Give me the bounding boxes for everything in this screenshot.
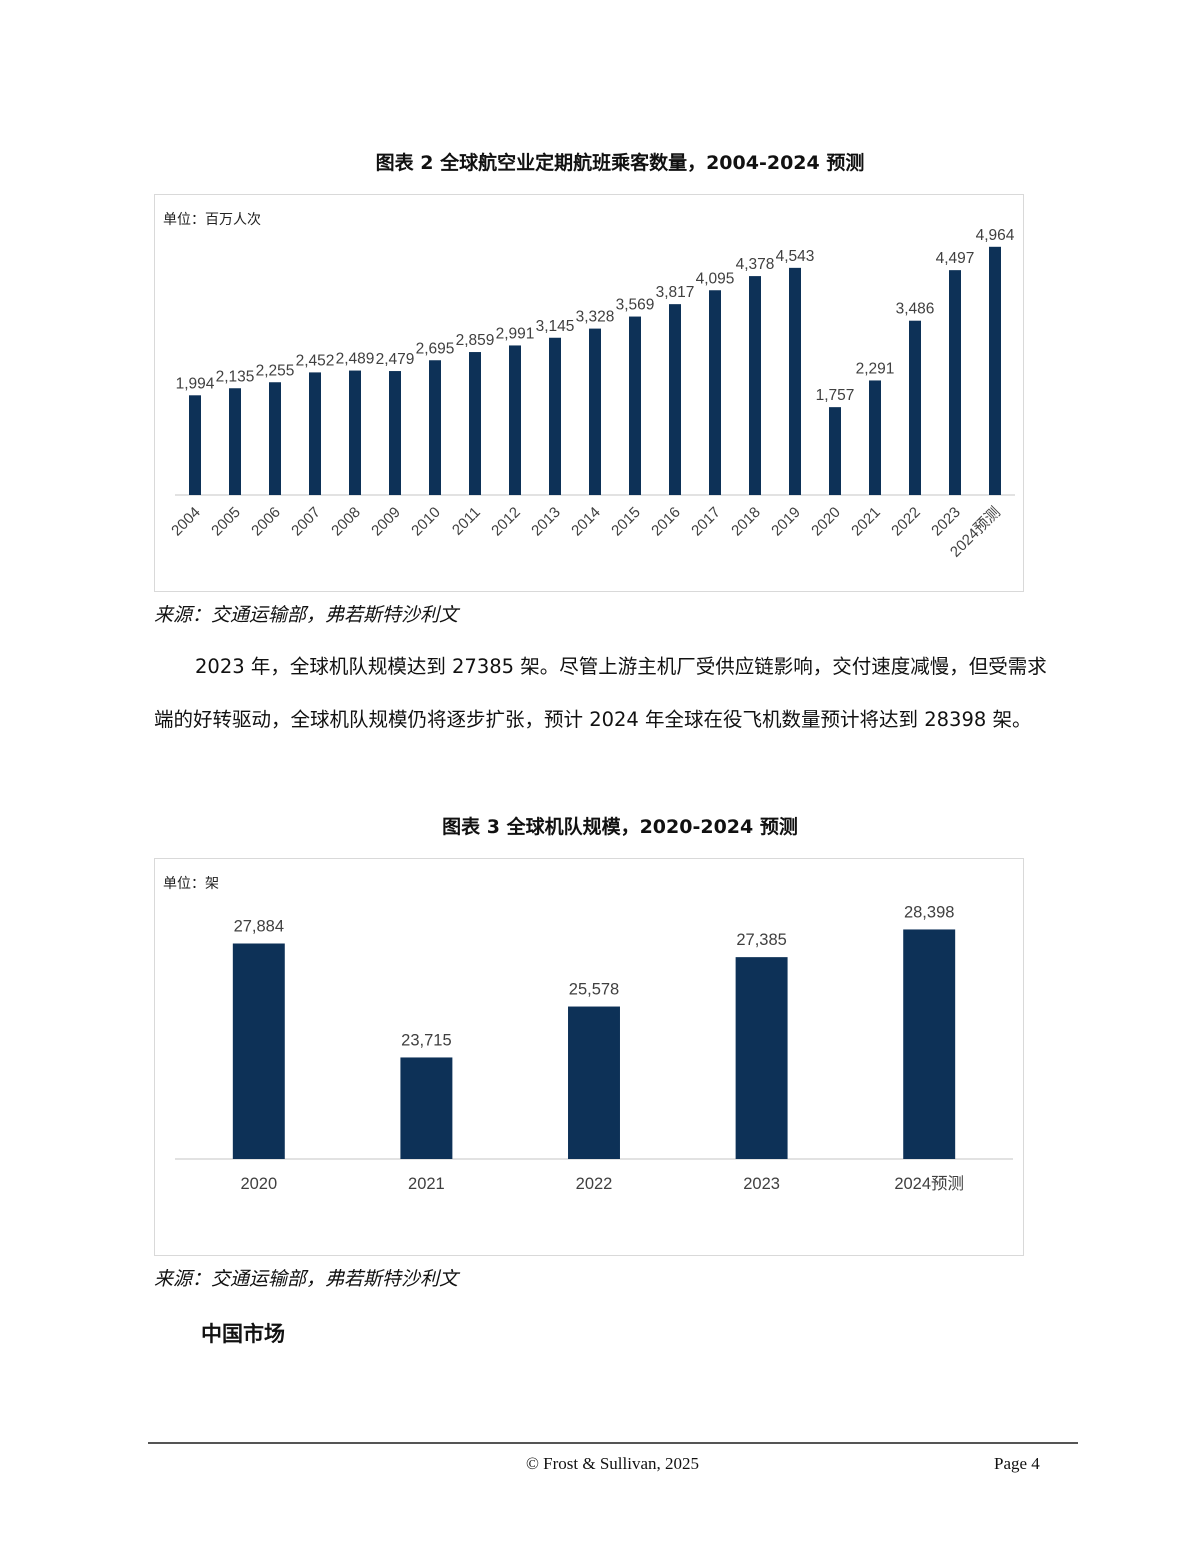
chart2-tick-label: 2004: [168, 504, 204, 540]
chart2-tick-label: 2012: [488, 504, 524, 540]
chart2-tick-label: 2016: [648, 504, 684, 540]
chart2-tick-label: 2008: [328, 504, 364, 540]
chart2-bar-2014: [589, 328, 601, 495]
chart2-data-label: 2,135: [216, 368, 255, 385]
chart2-plot: 1,994 2004 2,135 2005 2,255 2006 2,452 2007 2,48…: [168, 227, 1015, 561]
chart3-bar-2023: [735, 957, 788, 1159]
chart2-bar-2004: [189, 395, 201, 495]
chart2-data-label: 2,291: [856, 360, 895, 377]
chart2-bar-2021: [869, 380, 881, 495]
paragraph-text: 2023 年，全球机队规模达到 27385 架。尽管上游主机厂受供应链影响，交付…: [154, 655, 1047, 731]
chart2-tick-label: 2010: [408, 504, 444, 540]
chart3-data-label: 23,715: [401, 1031, 451, 1049]
chart2-data-label: 3,569: [616, 297, 655, 314]
chart2-bar-2007: [309, 372, 321, 495]
footer-copyright: © Frost & Sullivan, 2025: [525, 1454, 699, 1473]
chart2-tick-label: 2014: [568, 504, 604, 540]
chart2-data-label: 4,378: [736, 256, 775, 273]
chart2-unit-label: 单位：百万人次: [163, 212, 261, 228]
chart2-tick-label: 2015: [608, 504, 644, 540]
chart2-tick-label: 2011: [449, 504, 484, 539]
chart2-bar-2018: [749, 276, 761, 495]
chart2-bar-2020: [829, 407, 841, 495]
chart2-data-label: 4,964: [976, 227, 1015, 244]
chart2-data-label: 1,757: [816, 387, 855, 404]
chart2-bar-2009: [389, 371, 401, 495]
chart2-bar-2016: [669, 304, 681, 495]
footer-page-number: Page 4: [994, 1454, 1040, 1473]
chart2-bar-2023: [949, 270, 961, 495]
chart3-bar-2021: [400, 1057, 453, 1159]
chart2-tick-label: 2021: [848, 504, 884, 540]
chart2-source: 来源：交通运输部，弗若斯特沙利文: [154, 604, 459, 626]
section-heading: 中国市场: [201, 1322, 285, 1346]
chart3-container: 单位：架 27,884 2020 23,715 2021 25,578 2022 27,38…: [154, 858, 1024, 1256]
chart2-container: 单位：百万人次 1,994 2004 2,135 2005 2,255 2006 2,452…: [154, 194, 1024, 592]
chart3-tick-label: 2020: [240, 1175, 277, 1193]
chart2-tick-label: 2009: [368, 504, 404, 540]
chart2-tick-label: 2023: [928, 504, 964, 540]
chart2-bar-2017: [709, 290, 721, 495]
chart3-tick-label: 2023: [743, 1175, 780, 1193]
chart3-plot: 27,884 2020 23,715 2021 25,578 2022 27,385 2023…: [175, 903, 1013, 1193]
chart2-data-label: 3,817: [656, 284, 695, 301]
chart2-data-label: 2,991: [496, 325, 535, 342]
chart2-bar-2012: [509, 345, 521, 495]
chart2-data-label: 2,452: [296, 352, 335, 369]
chart3-tick-label: 2022: [576, 1175, 613, 1193]
chart2-caption: 图表 2 全球航空业定期航班乘客数量，2004-2024 预测: [375, 152, 865, 174]
body-paragraph: 2023 年，全球机队规模达到 27385 架。尽管上游主机厂受供应链影响，交付…: [154, 640, 1054, 746]
chart3-bar-2022: [568, 1006, 620, 1159]
chart2-bar-2008: [349, 370, 361, 495]
chart3-bar-2020: [232, 943, 285, 1159]
footer-divider: [148, 1442, 1078, 1444]
chart2-data-label: 2,859: [456, 332, 495, 349]
chart3-tick-label: 2024预测: [894, 1174, 964, 1193]
chart3-tick-label: 2021: [408, 1175, 445, 1193]
chart2-bar-2006: [269, 382, 281, 495]
chart2-data-label: 3,145: [536, 318, 575, 335]
chart3-data-label: 27,884: [234, 918, 284, 936]
chart3-unit-label: 单位：架: [163, 876, 219, 892]
chart3-data-label: 27,385: [736, 931, 786, 949]
chart2-data-label: 2,255: [256, 362, 295, 379]
chart2-bar-2010: [429, 360, 441, 495]
chart3-data-label: 25,578: [569, 981, 619, 999]
chart2-data-label: 4,497: [936, 250, 975, 267]
chart2-tick-label: 2007: [288, 504, 324, 540]
chart3-bar-2024预测: [903, 929, 956, 1159]
chart2-tick-label: 2005: [208, 504, 244, 540]
chart2-data-label: 1,994: [176, 375, 215, 392]
chart2-bar-2013: [549, 337, 561, 495]
chart2-data-label: 2,695: [416, 340, 455, 357]
chart2-data-label: 4,543: [776, 248, 815, 265]
chart2-tick-label: 2020: [808, 504, 844, 540]
chart2-bar-2019: [789, 267, 801, 495]
chart2-tick-label: 2017: [688, 504, 724, 540]
chart3-data-label: 28,398: [904, 903, 954, 921]
chart2-bar-2022: [909, 320, 921, 495]
chart2-tick-label: 2006: [248, 504, 284, 540]
chart2-bar-2024预测: [989, 246, 1001, 495]
chart2-bar-2005: [229, 388, 241, 495]
chart2-data-label: 3,328: [576, 309, 615, 326]
chart2-data-label: 2,489: [336, 351, 375, 368]
chart3-caption: 图表 3 全球机队规模，2020-2024 预测: [442, 816, 798, 838]
chart2-tick-label: 2018: [728, 504, 764, 540]
chart2-tick-label: 2013: [528, 504, 564, 540]
chart2-data-label: 4,095: [696, 270, 735, 287]
chart3-source: 来源：交通运输部，弗若斯特沙利文: [154, 1268, 459, 1290]
chart2-tick-label: 2022: [888, 504, 924, 540]
chart2-data-label: 3,486: [896, 301, 935, 318]
chart2-tick-label: 2019: [768, 504, 804, 540]
chart2-bar-2015: [629, 316, 641, 495]
chart2-data-label: 2,479: [376, 351, 415, 368]
chart2-bar-2011: [469, 352, 481, 495]
